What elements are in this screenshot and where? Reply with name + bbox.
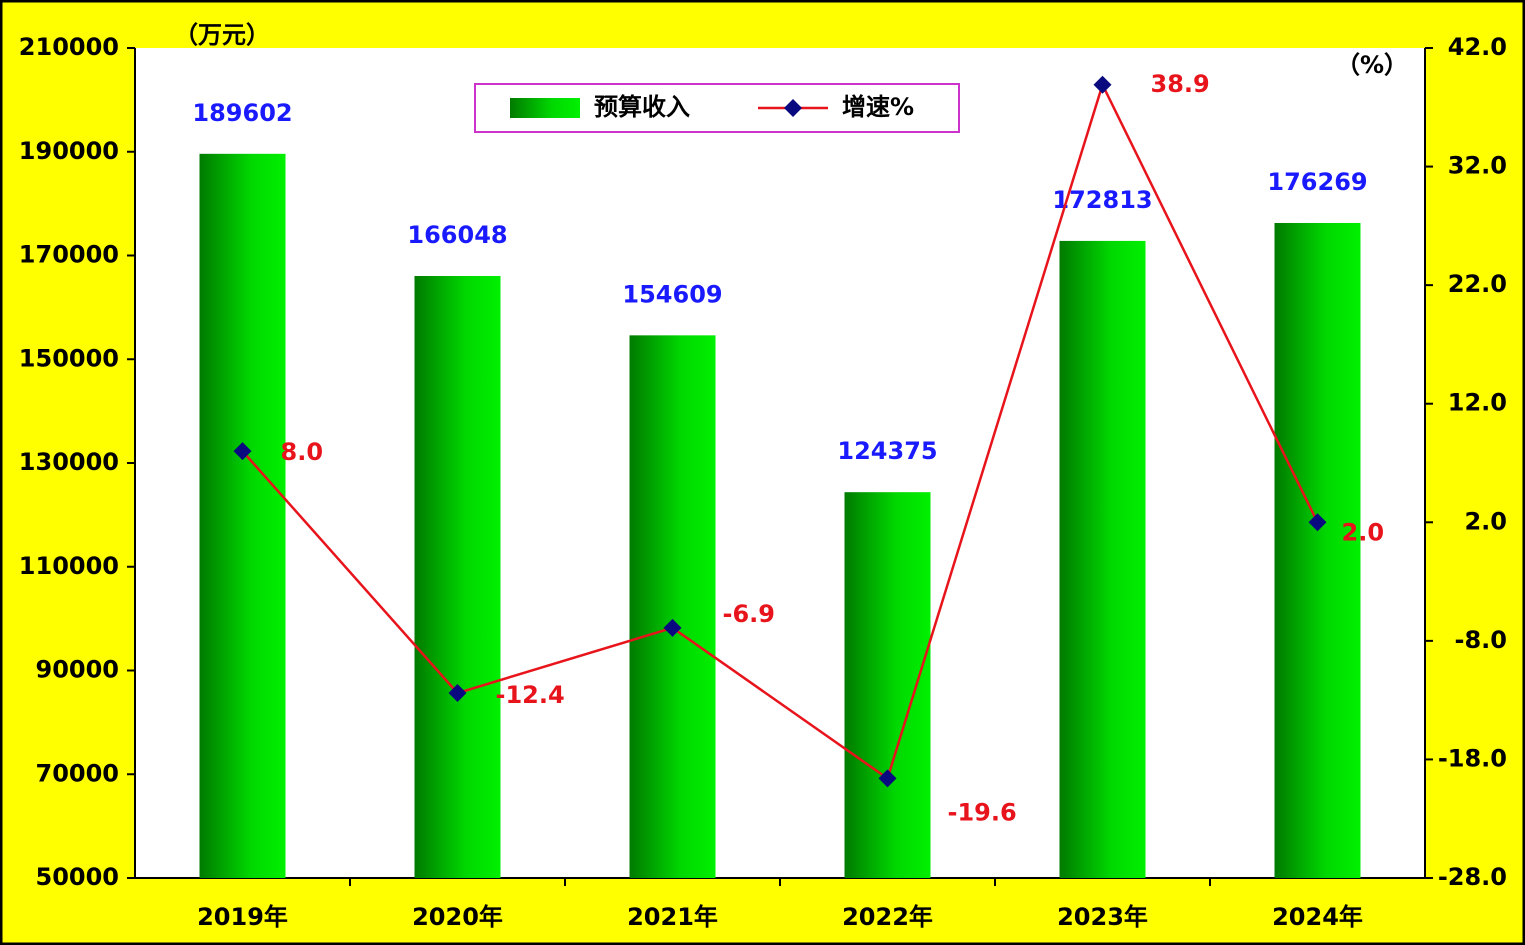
legend-label: 增速% xyxy=(842,93,914,121)
bar-label: 154609 xyxy=(622,280,722,308)
y-tick-label: 130000 xyxy=(19,448,119,476)
y-tick-label: 50000 xyxy=(36,863,120,891)
left-unit: （万元） xyxy=(174,21,270,49)
legend-marker xyxy=(784,99,802,117)
x-tick-label: 2021年 xyxy=(627,903,718,931)
bar-label: 176269 xyxy=(1267,168,1367,196)
legend-label: 预算收入 xyxy=(594,93,690,121)
line-marker xyxy=(878,769,897,788)
line-label: -19.6 xyxy=(948,798,1017,826)
y-tick-label: 170000 xyxy=(19,241,119,269)
line-marker xyxy=(663,618,682,637)
y-tick-label: 70000 xyxy=(36,759,120,787)
y-tick-label: 190000 xyxy=(19,137,119,165)
y2-tick-label: 42.0 xyxy=(1448,33,1507,61)
y2-tick-label: -8.0 xyxy=(1455,626,1507,654)
y-tick-label: 210000 xyxy=(19,33,119,61)
x-tick-label: 2020年 xyxy=(412,903,503,931)
right-unit: （%） xyxy=(1336,51,1408,79)
bar xyxy=(1274,222,1361,879)
y-tick-label: 150000 xyxy=(19,344,119,372)
bar-label: 166048 xyxy=(407,221,507,249)
x-tick-label: 2024年 xyxy=(1272,903,1363,931)
line-marker xyxy=(233,442,252,461)
y2-tick-label: -28.0 xyxy=(1438,863,1507,891)
line-label: -6.9 xyxy=(723,600,775,628)
line-label: 8.0 xyxy=(281,438,324,466)
y2-tick-label: 32.0 xyxy=(1448,152,1507,180)
x-tick-label: 2022年 xyxy=(842,903,933,931)
bar xyxy=(414,276,501,879)
line-label: -12.4 xyxy=(496,681,565,709)
line-marker xyxy=(448,684,467,703)
line-marker xyxy=(1093,75,1112,94)
legend-swatch xyxy=(510,98,580,118)
line-label: 38.9 xyxy=(1151,70,1210,98)
y2-tick-label: 22.0 xyxy=(1448,270,1507,298)
bar xyxy=(629,335,716,878)
bar-label: 124375 xyxy=(837,437,937,465)
y2-tick-label: 2.0 xyxy=(1464,507,1507,535)
y-tick-label: 90000 xyxy=(36,656,120,684)
x-tick-label: 2023年 xyxy=(1057,903,1148,931)
line-marker xyxy=(1308,513,1327,532)
y2-tick-label: -18.0 xyxy=(1438,744,1507,772)
y2-tick-label: 12.0 xyxy=(1448,389,1507,417)
bar xyxy=(1059,240,1146,878)
line xyxy=(241,81,1319,781)
y-tick-label: 110000 xyxy=(19,552,119,580)
bar-label: 189602 xyxy=(192,99,292,127)
x-tick-label: 2019年 xyxy=(197,903,288,931)
line-label: 2.0 xyxy=(1342,518,1385,546)
plot-area xyxy=(135,48,1425,878)
bar xyxy=(199,153,286,878)
